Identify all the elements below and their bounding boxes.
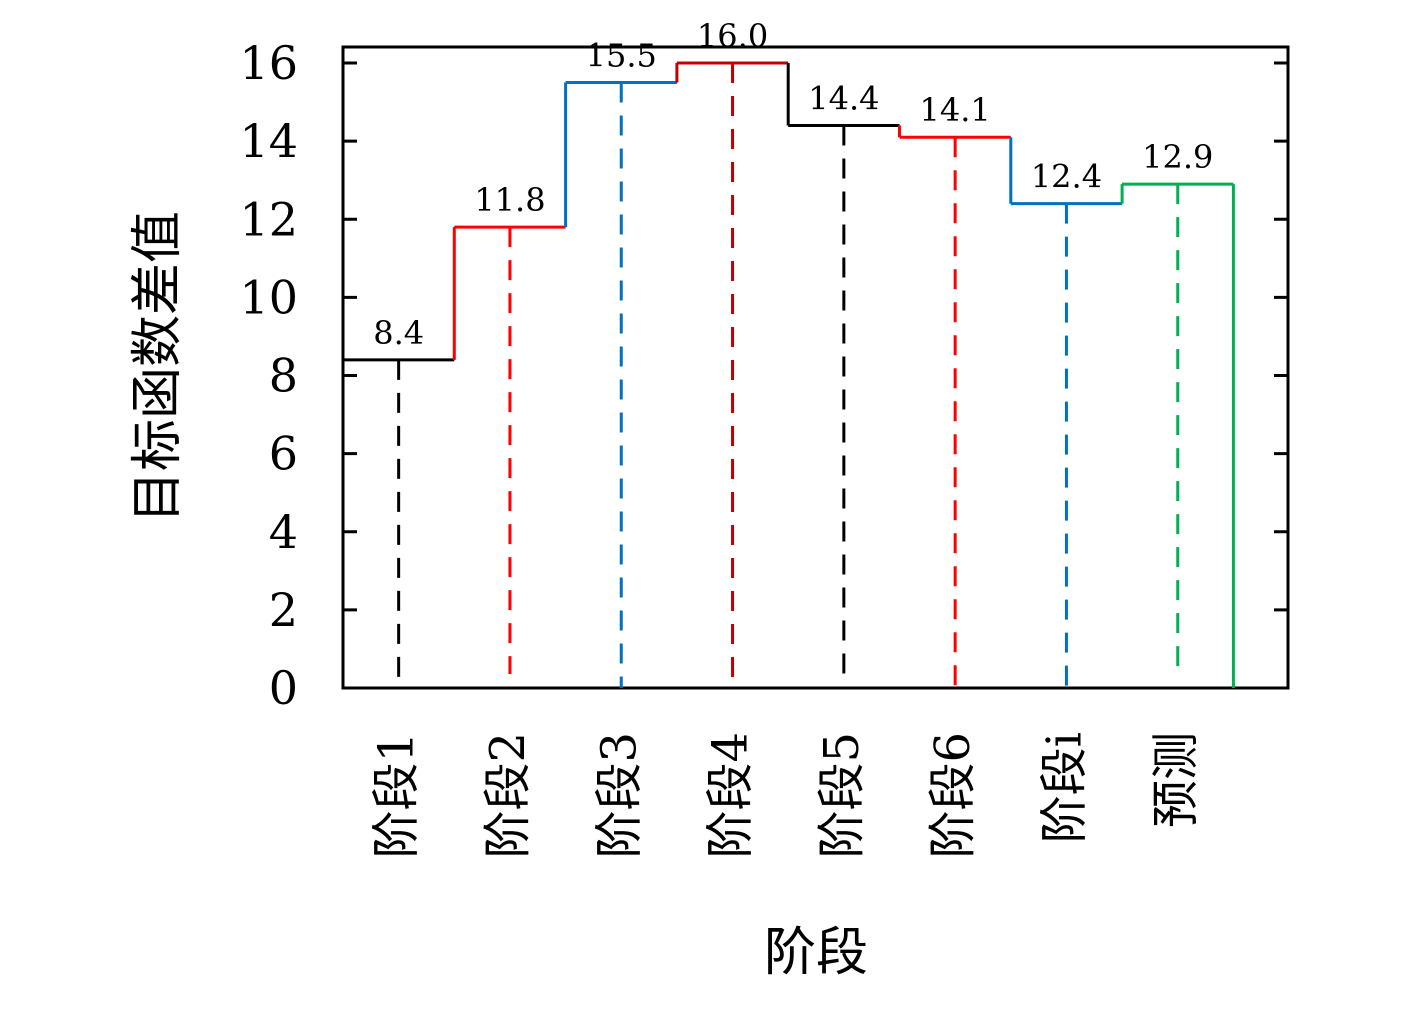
data-label: 14.4 — [808, 80, 879, 118]
x-axis-category-labels: 阶段1 阶段2 阶段3 阶段4 阶段5 阶段6 阶段i 预测 — [369, 732, 1204, 859]
y-tick-label: 8 — [269, 349, 298, 403]
y-axis-title: 目标函数差值 — [128, 211, 188, 523]
x-category-label: 阶段i — [1036, 732, 1092, 843]
y-tick-label: 2 — [269, 583, 298, 637]
y-tick-label: 10 — [239, 270, 298, 324]
data-label: 15.5 — [586, 37, 657, 75]
x-category-label: 阶段4 — [703, 732, 759, 859]
drop-lines — [397, 63, 1180, 688]
y-tick-label: 0 — [269, 661, 298, 715]
y-tick-label: 4 — [269, 505, 298, 559]
x-category-label: 阶段3 — [591, 732, 647, 859]
data-label: 14.1 — [920, 91, 991, 129]
x-category-label: 阶段1 — [369, 732, 425, 859]
y-tick-label: 16 — [239, 36, 298, 90]
data-label: 11.8 — [474, 181, 545, 219]
plot-frame — [341, 45, 1290, 690]
x-category-label: 预测 — [1148, 732, 1204, 828]
data-label: 16.0 — [697, 17, 768, 55]
step-segments — [343, 61, 1235, 688]
data-labels: 8.4 11.8 15.5 16.0 14.4 14.1 12.4 12.9 — [373, 17, 1213, 352]
data-label: 8.4 — [373, 314, 424, 352]
y-axis-ticks — [343, 61, 1288, 612]
data-label: 12.9 — [1142, 138, 1213, 176]
x-axis-title: 阶段 — [764, 923, 868, 983]
y-tick-label: 14 — [239, 114, 298, 168]
y-tick-label: 6 — [269, 427, 298, 481]
data-label: 12.4 — [1031, 158, 1102, 196]
x-category-label: 阶段6 — [925, 732, 981, 859]
y-tick-label: 12 — [239, 192, 298, 246]
x-category-label: 阶段5 — [814, 732, 870, 859]
y-axis-tick-labels: 0 2 4 6 8 10 12 14 16 — [239, 36, 298, 715]
x-category-label: 阶段2 — [480, 732, 536, 859]
